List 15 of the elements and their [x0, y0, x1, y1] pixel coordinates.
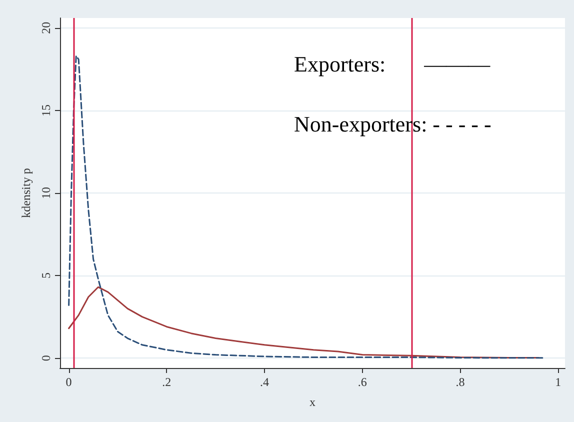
x-tick-label: .8 [456, 375, 465, 389]
y-tick-label: 15 [39, 104, 53, 116]
y-tick-label: 20 [39, 22, 53, 34]
y-tick-label: 10 [39, 187, 53, 199]
y-tick-label: 5 [39, 272, 53, 279]
y-axis-title: kdensity p [19, 168, 33, 218]
x-axis-title: x [310, 395, 316, 409]
x-tick-label: .4 [260, 375, 270, 389]
x-tick-label: 1 [555, 375, 562, 389]
annotation: Exporters: ——— [294, 52, 492, 76]
x-tick-label: .6 [358, 375, 367, 389]
y-tick-label: 0 [39, 355, 53, 362]
x-tick-label: .2 [162, 375, 172, 389]
x-tick-label: 0 [66, 375, 72, 389]
line-series [68, 55, 544, 359]
